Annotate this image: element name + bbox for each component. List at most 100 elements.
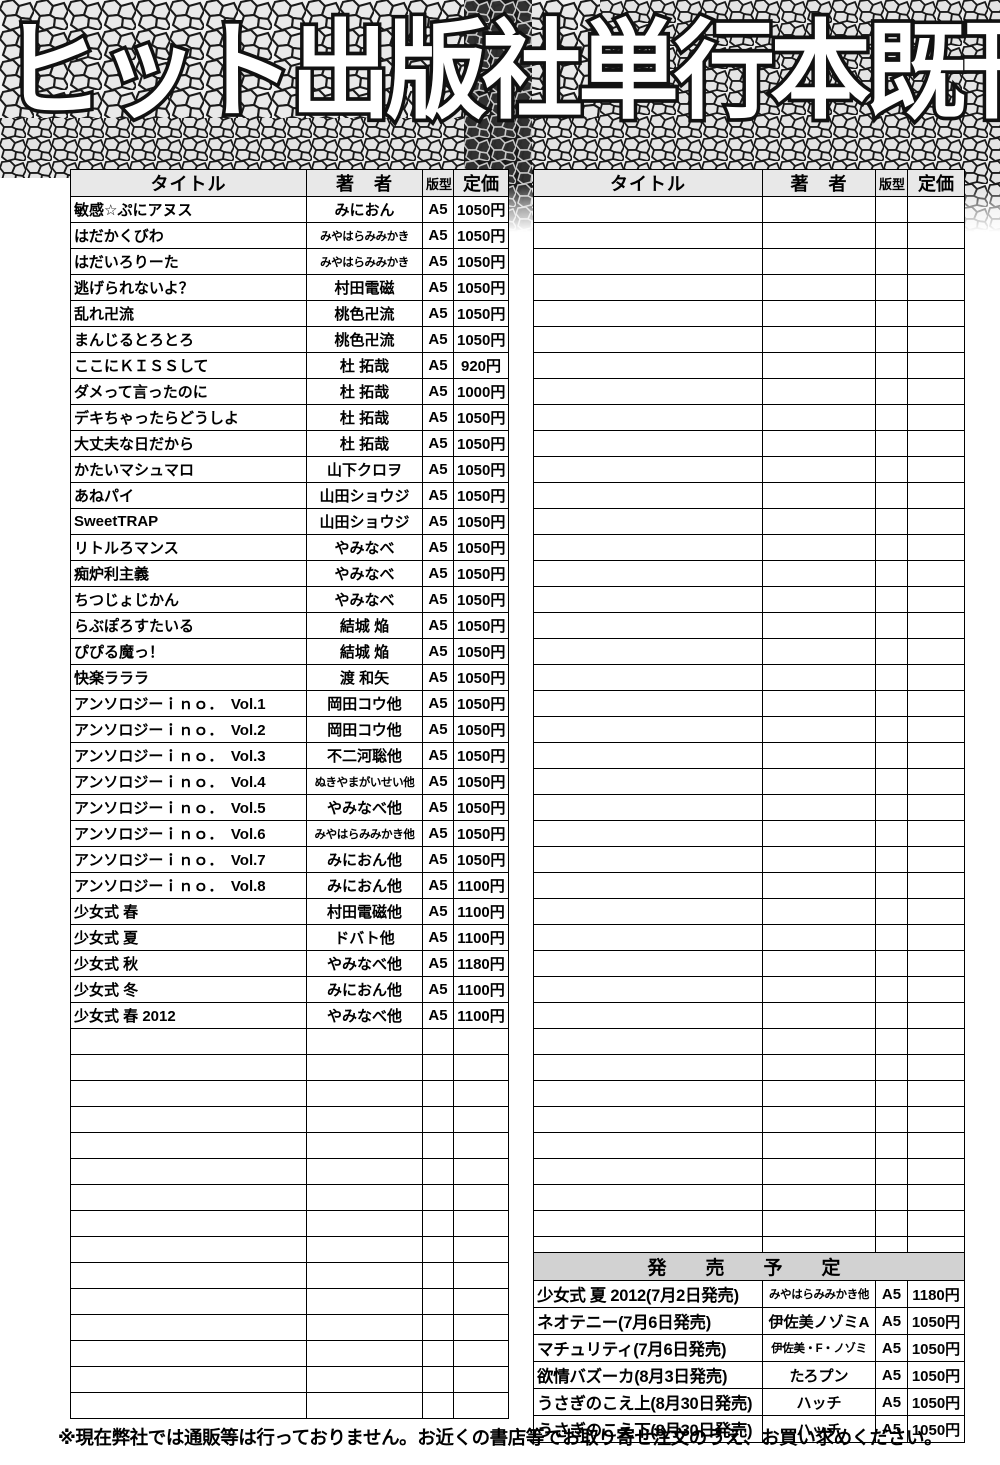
cell-price: 1000円	[453, 378, 509, 405]
cell-format	[875, 352, 908, 379]
table-row-empty	[533, 1028, 965, 1055]
cell-title: かたいマシュマロ	[70, 456, 307, 483]
cell-format: A5	[422, 716, 454, 743]
table-row-empty	[533, 404, 965, 431]
cell-author	[762, 1028, 876, 1055]
cell-title	[533, 1184, 763, 1211]
cell-format	[875, 638, 908, 665]
cell-author	[762, 794, 876, 821]
cell-author: ハッチ	[762, 1388, 876, 1416]
cell-format: A5	[422, 534, 454, 561]
cell-format	[875, 430, 908, 457]
left-table-body: 敏感☆ぷにアヌス みにおん A5 1050円 はだかくびわ みやはらみみかき A5 1050円…	[70, 196, 509, 1419]
cell-author	[762, 378, 876, 405]
cell-format: A5	[422, 404, 454, 431]
cell-price	[907, 404, 965, 431]
cell-author	[306, 1158, 423, 1185]
table-row-empty	[533, 742, 965, 769]
cell-price: 1050円	[453, 586, 509, 613]
cell-format	[875, 768, 908, 795]
cell-format: A5	[422, 950, 454, 977]
table-row-empty	[533, 638, 965, 665]
cell-author: やみなべ	[306, 586, 423, 613]
cell-author: みやはらみみかき	[306, 248, 423, 275]
cell-price	[907, 950, 965, 977]
cell-format: A5	[422, 274, 454, 301]
cell-price: 1050円	[453, 430, 509, 457]
cell-price: 1050円	[453, 196, 509, 223]
cell-author	[762, 326, 876, 353]
column-header-author: 著 者	[306, 169, 423, 197]
cell-title: アンソロジーｉｎｏ． Vol.5	[70, 794, 307, 821]
cell-format	[875, 1080, 908, 1107]
cell-format: A5	[422, 690, 454, 717]
cell-author	[306, 1236, 423, 1263]
cell-title	[533, 248, 763, 275]
cell-title	[70, 1054, 307, 1081]
cell-format	[875, 1158, 908, 1185]
cell-price: 1050円	[906, 1415, 966, 1443]
cell-format	[875, 456, 908, 483]
cell-price	[453, 1132, 509, 1159]
page-title-text: ヒット出版社単行本既刊リスト③	[0, 9, 1000, 135]
cell-price: 1050円	[453, 820, 509, 847]
cell-author	[762, 1054, 876, 1081]
cell-title	[533, 846, 763, 873]
cell-price	[907, 976, 965, 1003]
cell-author: 杜 拓哉	[306, 430, 423, 457]
cell-author	[762, 690, 876, 717]
table-row-empty	[533, 1210, 965, 1237]
cell-author	[306, 1340, 423, 1367]
cell-title	[533, 274, 763, 301]
cell-title: 快楽ラララ	[70, 664, 307, 691]
cell-author: 伊佐美ノゾミA	[762, 1307, 876, 1335]
column-header-format: 版型	[422, 169, 454, 197]
table-row-empty	[533, 482, 965, 509]
cell-title	[70, 1028, 307, 1055]
cell-format	[875, 482, 908, 509]
cell-price	[907, 352, 965, 379]
cell-author: ハッチ	[762, 1415, 876, 1443]
cell-format	[422, 1158, 454, 1185]
cell-price: 1050円	[453, 456, 509, 483]
cell-price	[907, 586, 965, 613]
cell-title: まんじるとろとろ	[70, 326, 307, 353]
cell-price	[907, 846, 965, 873]
table-row: ダメって言ったのに杜 拓哉 A5 1000円	[70, 378, 509, 405]
table-row-empty	[533, 508, 965, 535]
table-row-empty	[70, 1132, 509, 1159]
cell-price: 1050円	[453, 716, 509, 743]
cell-title	[533, 794, 763, 821]
table-row: かたいマシュマロ 山下クロヲ A5 1050円	[70, 456, 509, 483]
cell-author	[306, 1054, 423, 1081]
cell-price	[907, 560, 965, 587]
cell-title	[533, 482, 763, 509]
cell-title	[70, 1158, 307, 1185]
cell-author: やみなべ	[306, 534, 423, 561]
cell-author	[762, 248, 876, 275]
cell-author	[762, 586, 876, 613]
table-row-empty	[533, 352, 965, 379]
table-row-empty	[70, 1184, 509, 1211]
cell-format	[875, 950, 908, 977]
cell-price: 1180円	[906, 1280, 966, 1308]
cell-price	[907, 1002, 965, 1029]
cell-title: デキちゃったらどうしよ	[70, 404, 307, 431]
cell-format	[875, 612, 908, 639]
cell-title	[533, 664, 763, 691]
cell-author	[762, 274, 876, 301]
cell-title	[533, 378, 763, 405]
cell-author	[762, 872, 876, 899]
cell-title	[70, 1184, 307, 1211]
cell-price: 1050円	[453, 690, 509, 717]
cell-price	[907, 274, 965, 301]
cell-title	[70, 1080, 307, 1107]
table-row: アンソロジーｉｎｏ． Vol.3 不二河聡他 A5 1050円	[70, 742, 509, 769]
table-row-empty	[533, 1132, 965, 1159]
cell-format	[875, 846, 908, 873]
cell-format	[422, 1366, 454, 1393]
footer-notice: ※現在弊社では通販等は行っておりません。お近くの書店等でお取り寄せ注文のうえ、お…	[57, 1427, 943, 1448]
cell-title: ダメって言ったのに	[70, 378, 307, 405]
table-row: 少女式 春村田電磁他 A5 1100円	[70, 898, 509, 925]
cell-title	[70, 1392, 307, 1419]
